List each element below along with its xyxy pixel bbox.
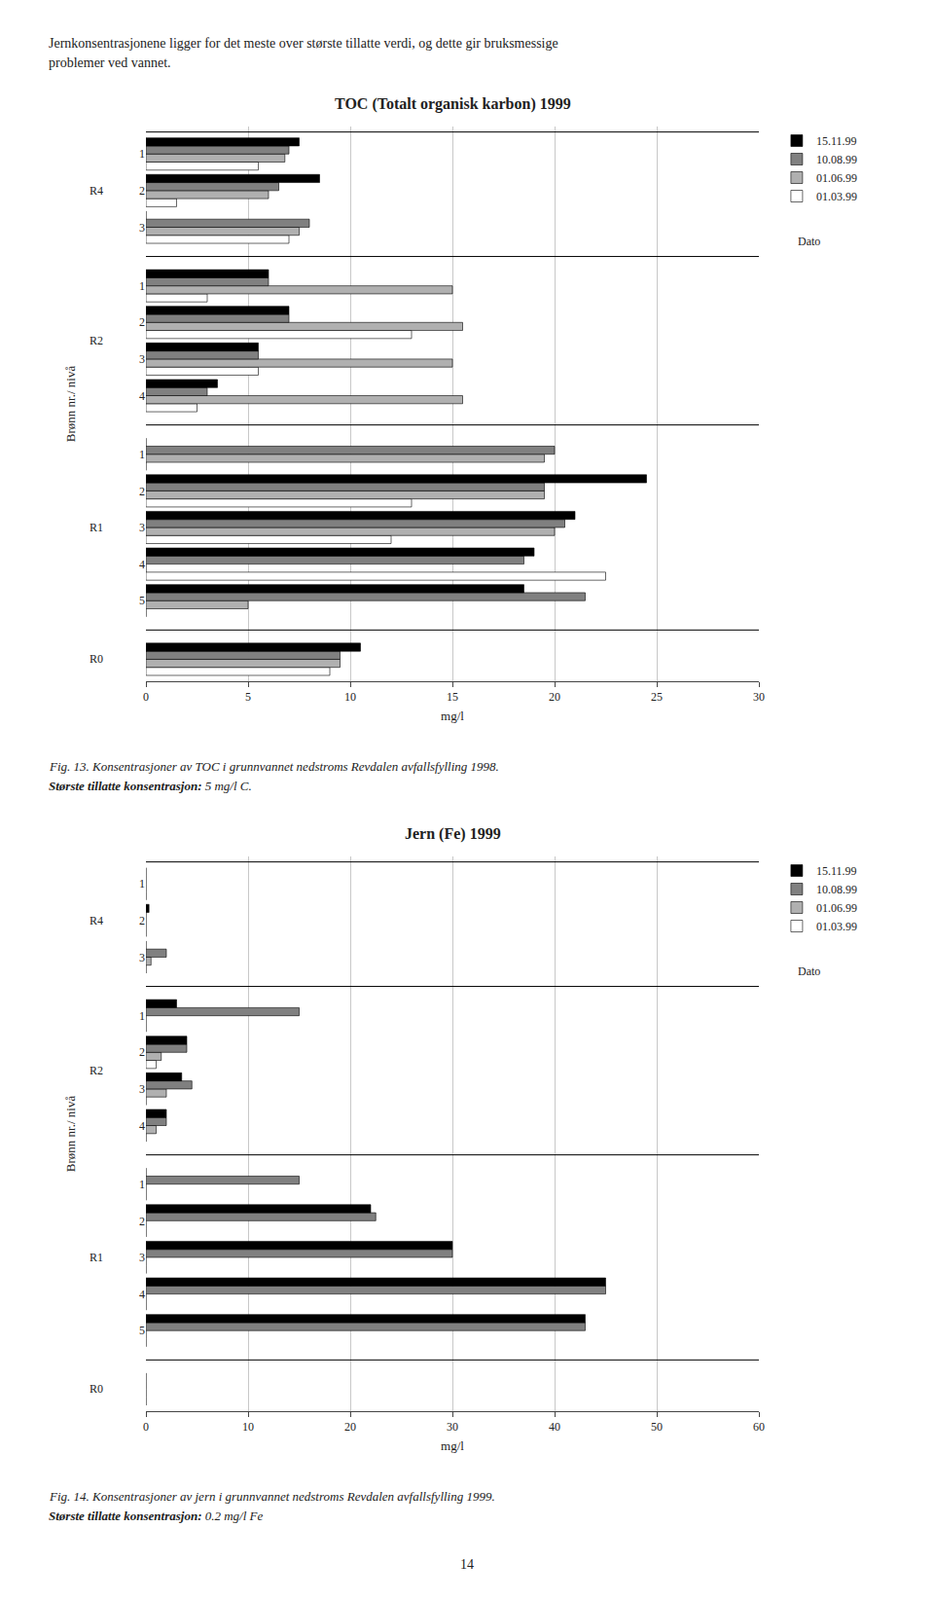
svg-text:4: 4 bbox=[139, 1118, 145, 1133]
svg-text:mg/l: mg/l bbox=[440, 708, 465, 723]
svg-text:5: 5 bbox=[139, 1323, 145, 1337]
svg-text:2: 2 bbox=[139, 315, 145, 329]
svg-text:3: 3 bbox=[139, 520, 145, 535]
svg-text:3: 3 bbox=[139, 220, 145, 235]
svg-text:14: 14 bbox=[460, 1556, 474, 1572]
svg-text:01.06.99: 01.06.99 bbox=[816, 171, 858, 185]
svg-text:15: 15 bbox=[446, 689, 459, 704]
svg-text:mg/l: mg/l bbox=[440, 1437, 465, 1453]
svg-text:01.03.99: 01.03.99 bbox=[816, 189, 858, 204]
svg-text:Fig. 14. Konsentrasjoner av je: Fig. 14. Konsentrasjoner av jern i grunn… bbox=[48, 1488, 496, 1504]
svg-text:0: 0 bbox=[143, 689, 149, 704]
svg-text:25: 25 bbox=[650, 689, 663, 704]
svg-text:2: 2 bbox=[139, 913, 145, 928]
svg-text:2: 2 bbox=[139, 1214, 145, 1228]
svg-text:01.03.99: 01.03.99 bbox=[816, 919, 858, 934]
svg-text:R4: R4 bbox=[89, 183, 104, 198]
svg-text:4: 4 bbox=[139, 557, 145, 572]
svg-text:Dato: Dato bbox=[797, 234, 821, 249]
svg-text:Jernkonsentrasjonene ligger fo: Jernkonsentrasjonene ligger for det mest… bbox=[48, 35, 559, 51]
svg-text:01.06.99: 01.06.99 bbox=[816, 900, 858, 915]
svg-text:40: 40 bbox=[548, 1419, 561, 1434]
svg-text:R4: R4 bbox=[89, 913, 104, 928]
svg-text:5: 5 bbox=[139, 593, 145, 608]
svg-text:3: 3 bbox=[139, 1250, 145, 1264]
svg-text:R2: R2 bbox=[89, 333, 104, 348]
svg-text:R0: R0 bbox=[89, 1381, 104, 1396]
svg-text:Jern (Fe) 1999: Jern (Fe) 1999 bbox=[404, 825, 502, 843]
svg-text:2: 2 bbox=[139, 183, 145, 198]
svg-text:TOC (Totalt organisk karbon) 1: TOC (Totalt organisk karbon) 1999 bbox=[334, 95, 572, 113]
svg-text:20: 20 bbox=[548, 689, 561, 704]
svg-text:15.11.99: 15.11.99 bbox=[816, 863, 858, 878]
svg-text:R1: R1 bbox=[89, 520, 104, 535]
svg-text:Brønn nr./ nivå: Brønn nr./ nivå bbox=[63, 365, 78, 443]
svg-text:10.08.99: 10.08.99 bbox=[816, 882, 858, 897]
svg-text:Største tillatte konsentrasjon: Største tillatte konsentrasjon: 0.2 mg/l… bbox=[48, 1508, 264, 1523]
svg-text:1: 1 bbox=[139, 876, 145, 891]
svg-text:Største tillatte konsentrasjon: Største tillatte konsentrasjon: 5 mg/l C… bbox=[48, 778, 252, 793]
svg-text:1: 1 bbox=[139, 279, 145, 293]
svg-text:30: 30 bbox=[446, 1419, 459, 1434]
svg-text:Brønn nr./ nivå: Brønn nr./ nivå bbox=[63, 1095, 78, 1173]
svg-text:2: 2 bbox=[139, 484, 145, 499]
svg-text:3: 3 bbox=[139, 1081, 145, 1096]
svg-text:0: 0 bbox=[143, 1419, 149, 1434]
svg-text:R1: R1 bbox=[89, 1250, 104, 1264]
svg-text:15.11.99: 15.11.99 bbox=[816, 134, 858, 148]
svg-text:1: 1 bbox=[139, 447, 145, 462]
svg-text:problemer ved vannet.: problemer ved vannet. bbox=[48, 55, 172, 71]
svg-text:2: 2 bbox=[139, 1044, 145, 1059]
svg-text:10: 10 bbox=[344, 689, 357, 704]
svg-text:4: 4 bbox=[139, 1287, 145, 1301]
svg-text:5: 5 bbox=[245, 689, 252, 704]
svg-text:1: 1 bbox=[139, 1177, 145, 1191]
svg-text:4: 4 bbox=[139, 389, 145, 403]
svg-text:3: 3 bbox=[139, 352, 145, 366]
svg-text:3: 3 bbox=[139, 950, 145, 965]
svg-text:1: 1 bbox=[139, 146, 145, 161]
svg-text:20: 20 bbox=[344, 1419, 357, 1434]
svg-text:R2: R2 bbox=[89, 1063, 104, 1078]
svg-text:1: 1 bbox=[139, 1008, 145, 1023]
svg-text:30: 30 bbox=[753, 689, 765, 704]
svg-text:Dato: Dato bbox=[797, 964, 821, 978]
svg-text:60: 60 bbox=[753, 1419, 765, 1434]
svg-text:Fig. 13. Konsentrasjoner av TO: Fig. 13. Konsentrasjoner av TOC i grunnv… bbox=[48, 758, 500, 774]
svg-text:R0: R0 bbox=[89, 651, 104, 666]
svg-text:10.08.99: 10.08.99 bbox=[816, 152, 858, 167]
svg-text:10: 10 bbox=[242, 1419, 254, 1434]
svg-text:50: 50 bbox=[650, 1419, 663, 1434]
